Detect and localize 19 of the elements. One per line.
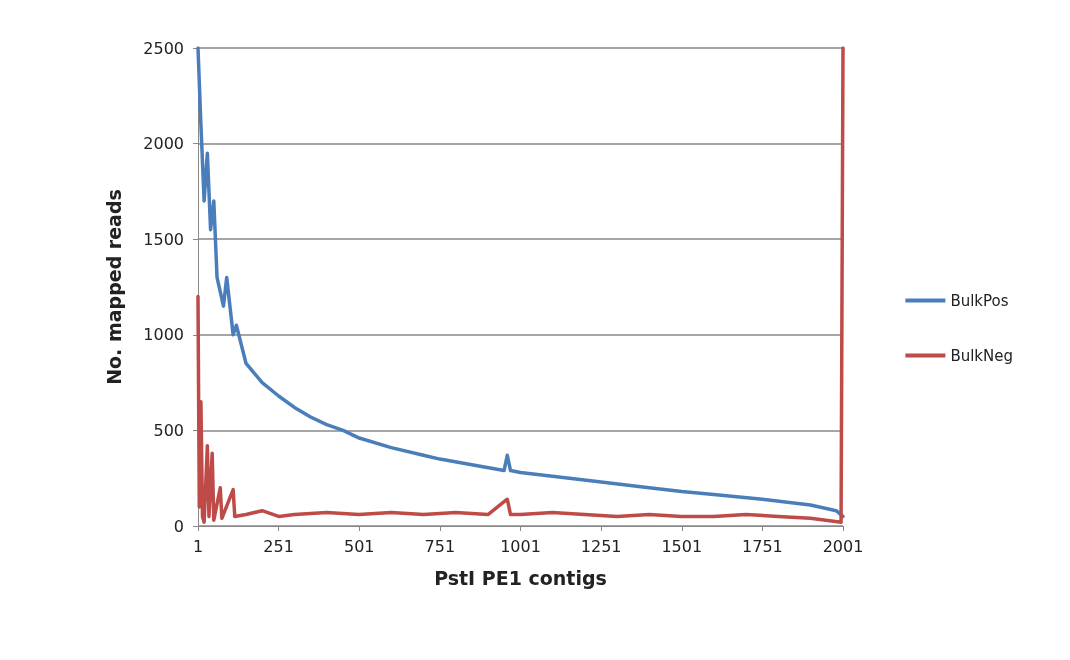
x-tick-label: 1751 xyxy=(742,536,783,556)
x-tick-label: 1251 xyxy=(580,536,622,556)
y-tick-label: 2000 xyxy=(143,134,184,154)
x-tick-label: 2001 xyxy=(822,536,864,556)
y-tick-label: 1500 xyxy=(143,229,184,249)
legend-label: BulkPos xyxy=(950,291,1009,310)
y-tick-label: 0 xyxy=(173,516,184,536)
x-tick-label: 1001 xyxy=(500,536,541,556)
x-tick-label: 751 xyxy=(424,536,456,556)
legend-label: BulkNeg xyxy=(950,346,1013,365)
y-tick-label: 500 xyxy=(153,420,184,440)
x-tick-label: 1501 xyxy=(661,536,703,556)
y-tick-label: 2500 xyxy=(143,38,184,58)
x-tick-label: 251 xyxy=(263,536,294,556)
x-tick-label: 1 xyxy=(192,536,204,556)
y-tick-label: 1000 xyxy=(143,325,184,345)
y-axis-title: No. mapped reads xyxy=(102,189,125,385)
x-tick-label: 501 xyxy=(343,536,375,556)
x-axis-title: PstI PE1 contigs xyxy=(434,566,607,589)
